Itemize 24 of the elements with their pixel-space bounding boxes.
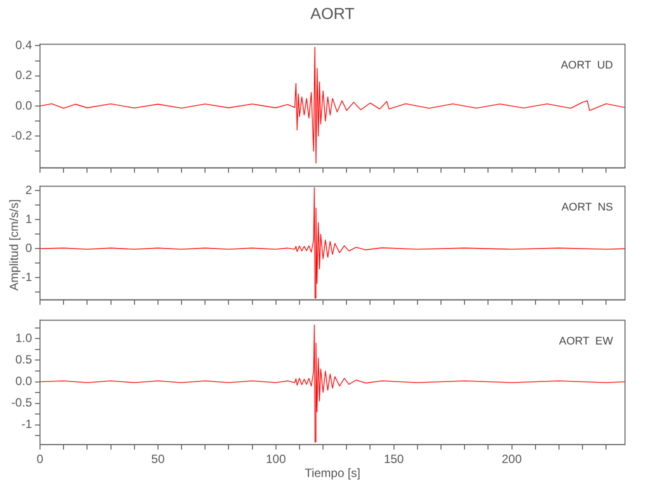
annotation: AORT UD [560, 60, 614, 72]
y-tick-label: 0.5 [15, 352, 32, 367]
annotation: AORT NS [561, 202, 613, 214]
y-tick-label: -1 [21, 417, 32, 432]
y-tick-label: -0.2 [11, 128, 32, 142]
y-tick-label: 0.0 [15, 98, 32, 112]
x-tick-label: 100 [266, 452, 286, 466]
x-tick-label: 200 [502, 452, 522, 466]
y-tick-label: 0.2 [15, 68, 32, 82]
y-tick-label: 0.4 [15, 38, 32, 52]
y-tick-label: 1.0 [15, 331, 32, 346]
x-axis-title: Tiempo [s] [304, 466, 362, 480]
y-tick-label: 0 [25, 240, 32, 255]
y-tick-label: 0.0 [15, 374, 32, 388]
x-tick-label: 50 [151, 452, 165, 466]
chart-title: AORT [309, 6, 356, 24]
x-tick-label: 150 [384, 452, 404, 466]
y-tick-label: 1 [25, 212, 32, 226]
y-tick-label: -1 [21, 270, 32, 284]
y-axis-title: Amplitud [cm/s/s] [7, 199, 21, 291]
annotation: AORT EW [559, 336, 614, 348]
y-tick-label: -0.5 [11, 396, 32, 410]
y-tick-label: 2 [25, 182, 32, 197]
x-tick-label: 0 [36, 452, 44, 466]
